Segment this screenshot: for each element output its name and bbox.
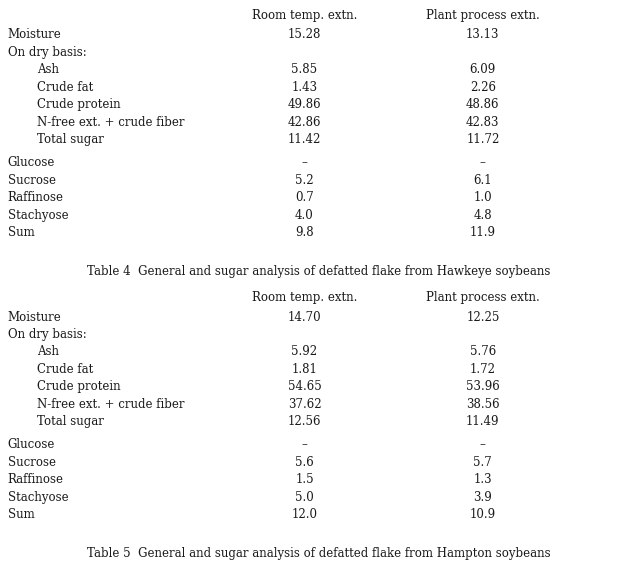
Text: Crude fat: Crude fat bbox=[37, 81, 93, 94]
Text: 11.42: 11.42 bbox=[288, 133, 321, 146]
Text: 2.26: 2.26 bbox=[470, 81, 496, 94]
Text: 5.6: 5.6 bbox=[295, 456, 314, 469]
Text: 53.96: 53.96 bbox=[466, 381, 499, 393]
Text: 38.56: 38.56 bbox=[466, 398, 499, 411]
Text: 1.72: 1.72 bbox=[470, 363, 496, 376]
Text: 1.43: 1.43 bbox=[291, 81, 318, 94]
Text: 4.8: 4.8 bbox=[473, 209, 492, 221]
Text: Room temp. extn.: Room temp. extn. bbox=[252, 291, 357, 304]
Text: Glucose: Glucose bbox=[8, 439, 55, 451]
Text: N-free ext. + crude fiber: N-free ext. + crude fiber bbox=[37, 116, 185, 128]
Text: 1.81: 1.81 bbox=[292, 363, 317, 376]
Text: Sucrose: Sucrose bbox=[8, 174, 55, 187]
Text: Crude protein: Crude protein bbox=[37, 98, 120, 111]
Text: 11.9: 11.9 bbox=[470, 226, 496, 239]
Text: 10.9: 10.9 bbox=[469, 508, 496, 521]
Text: 48.86: 48.86 bbox=[466, 98, 499, 111]
Text: Sucrose: Sucrose bbox=[8, 456, 55, 469]
Text: 5.0: 5.0 bbox=[295, 491, 314, 504]
Text: Plant process extn.: Plant process extn. bbox=[426, 291, 540, 304]
Text: On dry basis:: On dry basis: bbox=[8, 328, 87, 341]
Text: 6.09: 6.09 bbox=[469, 63, 496, 76]
Text: 14.70: 14.70 bbox=[288, 311, 321, 324]
Text: 5.2: 5.2 bbox=[295, 174, 314, 187]
Text: Plant process extn.: Plant process extn. bbox=[426, 9, 540, 21]
Text: Table 4  General and sugar analysis of defatted flake from Hawkeye soybeans: Table 4 General and sugar analysis of de… bbox=[87, 266, 550, 278]
Text: Sum: Sum bbox=[8, 508, 34, 521]
Text: 4.0: 4.0 bbox=[295, 209, 314, 221]
Text: 5.85: 5.85 bbox=[291, 63, 318, 76]
Text: 5.92: 5.92 bbox=[291, 346, 318, 358]
Text: Stachyose: Stachyose bbox=[8, 491, 68, 504]
Text: Ash: Ash bbox=[37, 63, 59, 76]
Text: 1.3: 1.3 bbox=[473, 474, 492, 486]
Text: Total sugar: Total sugar bbox=[37, 133, 104, 146]
Text: 42.83: 42.83 bbox=[466, 116, 499, 128]
Text: –: – bbox=[301, 156, 308, 169]
Text: 13.13: 13.13 bbox=[466, 28, 499, 41]
Text: 11.72: 11.72 bbox=[466, 133, 499, 146]
Text: 5.76: 5.76 bbox=[469, 346, 496, 358]
Text: 37.62: 37.62 bbox=[288, 398, 321, 411]
Text: Raffinose: Raffinose bbox=[8, 474, 64, 486]
Text: –: – bbox=[480, 156, 486, 169]
Text: 1.5: 1.5 bbox=[295, 474, 314, 486]
Text: 6.1: 6.1 bbox=[473, 174, 492, 187]
Text: 49.86: 49.86 bbox=[288, 98, 321, 111]
Text: 1.0: 1.0 bbox=[473, 191, 492, 204]
Text: Stachyose: Stachyose bbox=[8, 209, 68, 221]
Text: 15.28: 15.28 bbox=[288, 28, 321, 41]
Text: Table 5  General and sugar analysis of defatted flake from Hampton soybeans: Table 5 General and sugar analysis of de… bbox=[87, 547, 550, 560]
Text: 12.25: 12.25 bbox=[466, 311, 499, 324]
Text: Crude fat: Crude fat bbox=[37, 363, 93, 376]
Text: Crude protein: Crude protein bbox=[37, 381, 120, 393]
Text: 9.8: 9.8 bbox=[295, 226, 314, 239]
Text: 42.86: 42.86 bbox=[288, 116, 321, 128]
Text: 3.9: 3.9 bbox=[473, 491, 492, 504]
Text: N-free ext. + crude fiber: N-free ext. + crude fiber bbox=[37, 398, 185, 411]
Text: 12.56: 12.56 bbox=[288, 415, 321, 428]
Text: –: – bbox=[301, 439, 308, 451]
Text: Total sugar: Total sugar bbox=[37, 415, 104, 428]
Text: 0.7: 0.7 bbox=[295, 191, 314, 204]
Text: 5.7: 5.7 bbox=[473, 456, 492, 469]
Text: Glucose: Glucose bbox=[8, 156, 55, 169]
Text: Room temp. extn.: Room temp. extn. bbox=[252, 9, 357, 21]
Text: Raffinose: Raffinose bbox=[8, 191, 64, 204]
Text: Sum: Sum bbox=[8, 226, 34, 239]
Text: 11.49: 11.49 bbox=[466, 415, 499, 428]
Text: Moisture: Moisture bbox=[8, 311, 61, 324]
Text: Moisture: Moisture bbox=[8, 28, 61, 41]
Text: –: – bbox=[480, 439, 486, 451]
Text: 12.0: 12.0 bbox=[292, 508, 317, 521]
Text: Ash: Ash bbox=[37, 346, 59, 358]
Text: On dry basis:: On dry basis: bbox=[8, 46, 87, 59]
Text: 54.65: 54.65 bbox=[288, 381, 321, 393]
